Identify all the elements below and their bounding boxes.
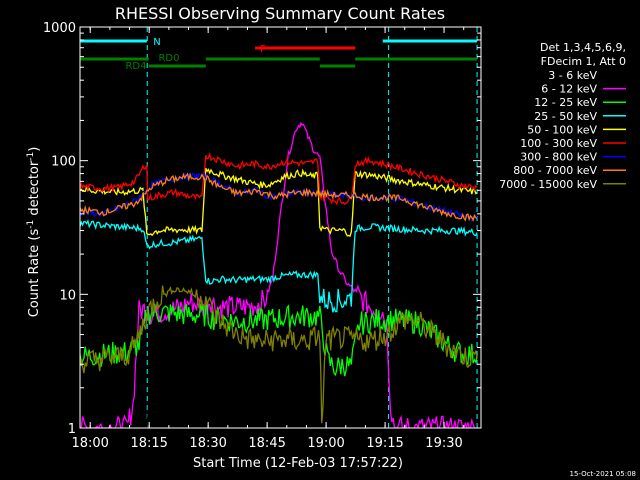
legend-label: 6 - 12 keV <box>541 83 597 96</box>
plot-area: N F RD0 RD4 <box>80 27 478 428</box>
series-line-50-100-kev <box>80 167 478 237</box>
legend-item: 7000 - 15000 keV <box>499 178 626 191</box>
legend-label: 100 - 300 keV <box>520 137 597 150</box>
y-tick-label: 1 <box>68 422 76 437</box>
legend-label: 300 - 800 keV <box>520 151 597 164</box>
legend-item: 300 - 800 keV <box>520 151 626 164</box>
plot-frame <box>79 26 482 429</box>
legend-label: 12 - 25 keV <box>534 96 597 109</box>
legend-item: 50 - 100 keV <box>527 123 626 136</box>
legend-label: 800 - 7000 keV <box>513 164 597 177</box>
y-axis-label-sup2: -1 <box>26 152 36 161</box>
series-line-6-12-kev <box>80 121 478 428</box>
x-tick-label: 19:15 <box>366 436 403 451</box>
x-tick-label: 18:00 <box>71 436 108 451</box>
series-line-800-7000-kev <box>80 172 478 222</box>
flag-label-f: F <box>260 44 266 55</box>
series-line-25-50-kev <box>80 218 478 313</box>
chart-title: RHESSI Observing Summary Count Rates <box>115 4 445 23</box>
plot-content <box>80 27 478 428</box>
series-line-3-6-kev <box>80 133 478 428</box>
footer-timestamp: 15-Oct-2021 05:08 <box>570 470 636 478</box>
x-tick-label: 19:30 <box>425 436 462 451</box>
legend-label: 7000 - 15000 keV <box>499 178 597 191</box>
y-axis-label-end: ) <box>27 147 42 152</box>
legend-item: 6 - 12 keV <box>541 83 626 96</box>
flag-label-n: N <box>153 37 160 48</box>
flag-label-rd0: RD0 <box>158 53 179 64</box>
y-axis-label-main: Count Rate (s <box>27 229 42 318</box>
y-axis-label-sup1: -1 <box>26 220 36 229</box>
y-tick-label: 10 <box>59 288 76 303</box>
legend-header-line1: Det 1,3,4,5,6,9, <box>540 41 626 54</box>
legend-label: 3 - 6 keV <box>548 69 597 82</box>
x-axis-label: Start Time (12-Feb-03 17:57:22) <box>193 456 403 471</box>
legend-item: 100 - 300 keV <box>520 137 626 150</box>
legend-header-line2: FDecim 1, Att 0 <box>541 55 626 68</box>
legend-label: 25 - 50 keV <box>534 110 597 123</box>
legend: Det 1,3,4,5,6,9, FDecim 1, Att 0 3 - 6 k… <box>499 41 626 191</box>
legend-item: 3 - 6 keV <box>548 69 626 82</box>
x-tick-label: 18:45 <box>248 436 285 451</box>
x-tick-label: 18:15 <box>130 436 167 451</box>
series-line-100-300-kev <box>80 151 478 206</box>
flag-label-rd4: RD4 <box>125 61 146 72</box>
legend-item: 25 - 50 keV <box>534 110 626 123</box>
y-tick-label: 100 <box>51 155 76 170</box>
legend-label: 50 - 100 keV <box>527 123 597 136</box>
y-axis-label-mid: detector <box>27 160 42 220</box>
legend-item: 12 - 25 keV <box>534 96 626 109</box>
axes: 18:00 18:15 18:30 18:45 19:00 19:15 19:30 1 10 10… <box>43 21 481 451</box>
series-line-7000-15000-kev <box>80 285 478 424</box>
y-tick-label: 1000 <box>43 21 76 36</box>
x-tick-label: 19:00 <box>307 436 344 451</box>
x-tick-label: 18:30 <box>189 436 226 451</box>
legend-item: 800 - 7000 keV <box>513 164 626 177</box>
y-axis-label: Count Rate (s-1 detector-1) <box>26 147 42 318</box>
